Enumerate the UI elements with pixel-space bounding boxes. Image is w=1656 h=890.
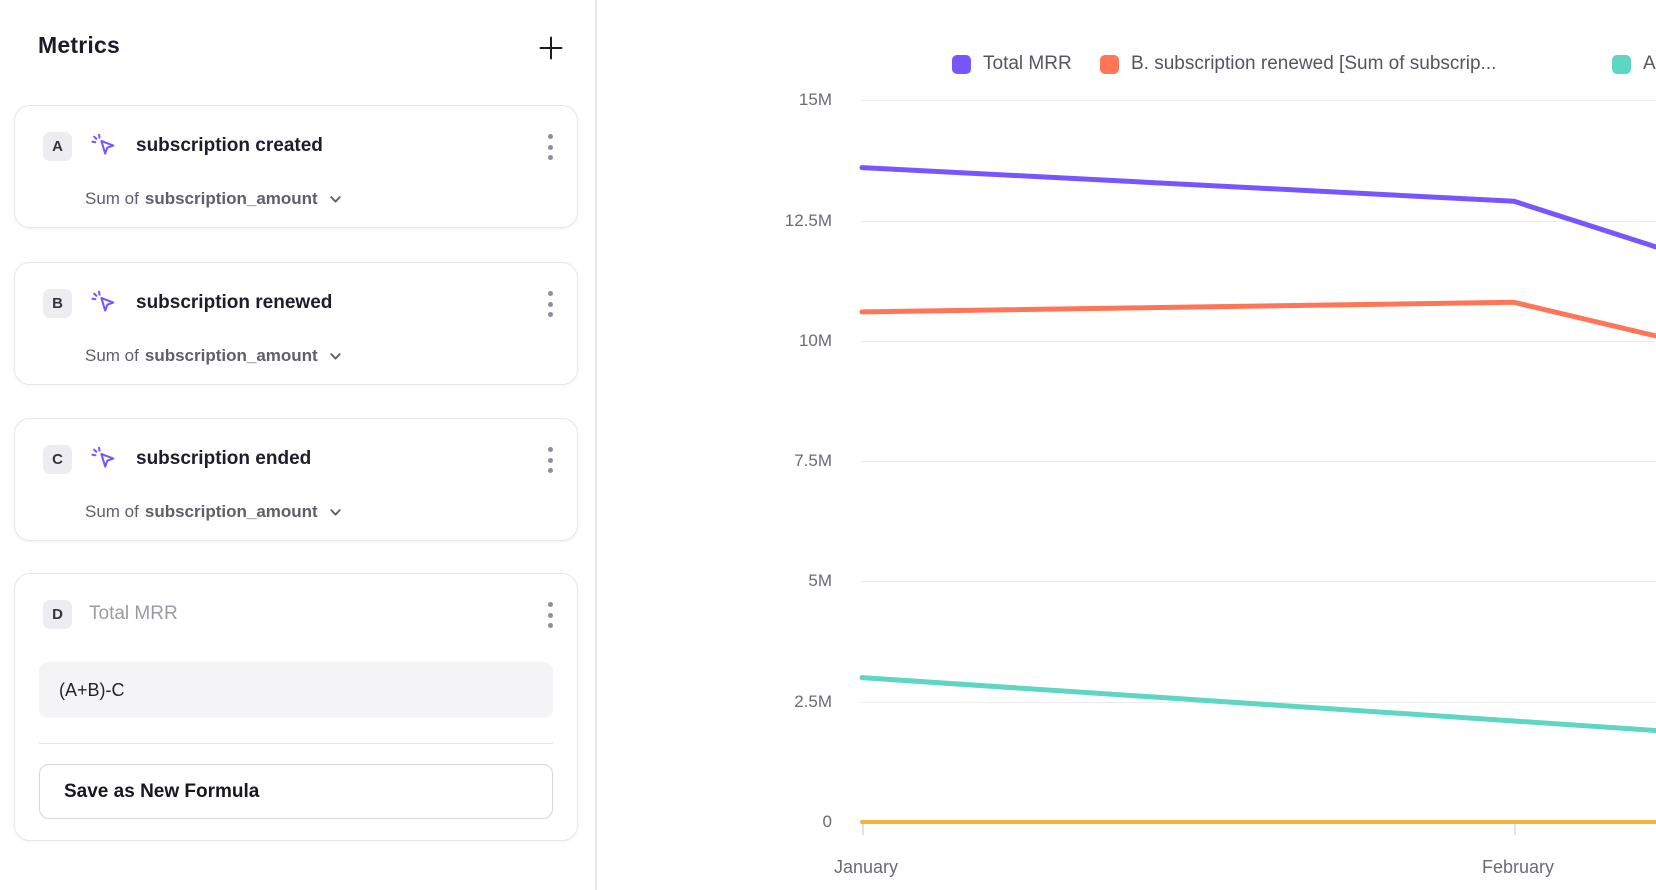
chevron-down-icon (328, 349, 343, 364)
event-cursor-icon (91, 446, 117, 472)
y-axis-label: 0 (822, 812, 832, 831)
x-axis-label: February (1481, 857, 1555, 877)
panel-title: Metrics (38, 32, 120, 58)
aggregation-prefix: Sum of (85, 346, 139, 365)
aggregation-dropdown[interactable]: Sum of subscription_amount (85, 185, 343, 213)
chart-legend: Total MRR B. subscription renewed [Sum of… (597, 0, 1656, 90)
kebab-menu-icon[interactable] (543, 600, 557, 630)
legend-item[interactable]: B. subscription renewed [Sum of subscrip… (1100, 52, 1496, 76)
legend-item[interactable]: A (1612, 52, 1656, 76)
metric-name[interactable]: subscription ended (136, 448, 312, 469)
gridline (862, 220, 1656, 222)
y-axis-label: 7.5M (794, 451, 832, 471)
aggregation-property: subscription_amount (144, 189, 318, 208)
event-cursor-icon (91, 290, 117, 316)
gridline (862, 340, 1656, 342)
metric-card-b: B subscription renewed Sum of subscripti… (14, 262, 578, 385)
chart-line-series-2 (859, 675, 1656, 734)
kebab-menu-icon[interactable] (543, 289, 557, 319)
aggregation-property: subscription_amount (144, 346, 318, 365)
chart-lines (859, 165, 1656, 824)
add-metric-button[interactable] (536, 34, 566, 64)
kebab-menu-icon[interactable] (543, 132, 557, 162)
gridline (862, 100, 1656, 102)
formula-expression-input[interactable] (39, 662, 553, 718)
chart-line-series-0 (859, 165, 1656, 250)
gridline (862, 581, 1656, 583)
aggregation-prefix: Sum of (85, 189, 139, 208)
chevron-down-icon (328, 505, 343, 520)
formula-card: D Total MRR Save as New Formula (14, 573, 578, 841)
aggregation-property: subscription_amount (144, 502, 318, 521)
metrics-panel: Metrics A subscription created Sum of (0, 0, 595, 890)
y-axis-label: 15M (798, 90, 832, 110)
plus-icon (537, 36, 565, 65)
y-axis-label: 10M (798, 330, 832, 350)
metric-letter-badge: A (43, 131, 72, 161)
x-axis-tick (862, 822, 864, 835)
legend-swatch-icon (1612, 54, 1631, 74)
kebab-menu-icon[interactable] (543, 445, 557, 475)
legend-label: Total MRR (983, 53, 1072, 74)
y-axis-label: 5M (808, 571, 832, 591)
metric-letter-badge: B (43, 288, 72, 318)
save-as-new-formula-button[interactable]: Save as New Formula (39, 764, 553, 819)
metric-name[interactable]: subscription renewed (136, 292, 333, 313)
chart-area: Total MRR B. subscription renewed [Sum of… (597, 0, 1656, 890)
metric-letter-badge: C (43, 444, 72, 474)
aggregation-dropdown[interactable]: Sum of subscription_amount (85, 342, 343, 370)
chevron-down-icon (328, 192, 343, 207)
legend-label: B. subscription renewed [Sum of subscrip… (1131, 53, 1497, 74)
event-cursor-icon (91, 133, 117, 159)
metric-letter-badge: D (43, 599, 72, 629)
x-axis-label: January (833, 857, 899, 877)
legend-swatch-icon (1100, 54, 1119, 74)
formula-name[interactable]: Total MRR (89, 603, 178, 624)
legend-label: A (1643, 53, 1656, 74)
gridline (862, 461, 1656, 463)
panel-chart-divider (595, 0, 597, 890)
aggregation-dropdown[interactable]: Sum of subscription_amount (85, 498, 343, 526)
legend-swatch-icon (952, 54, 971, 74)
metric-card-c: C subscription ended Sum of subscription… (14, 418, 578, 541)
chart-line-series-1 (859, 299, 1656, 339)
divider (39, 743, 553, 744)
metric-name[interactable]: subscription created (136, 135, 323, 156)
legend-item[interactable]: Total MRR (952, 52, 1072, 76)
metric-card-a: A subscription created Sum of subscripti… (14, 105, 578, 228)
aggregation-prefix: Sum of (85, 502, 139, 521)
y-axis-label: 2.5M (794, 691, 832, 711)
x-axis-tick (1514, 822, 1516, 835)
y-axis-label: 12.5M (784, 210, 832, 230)
